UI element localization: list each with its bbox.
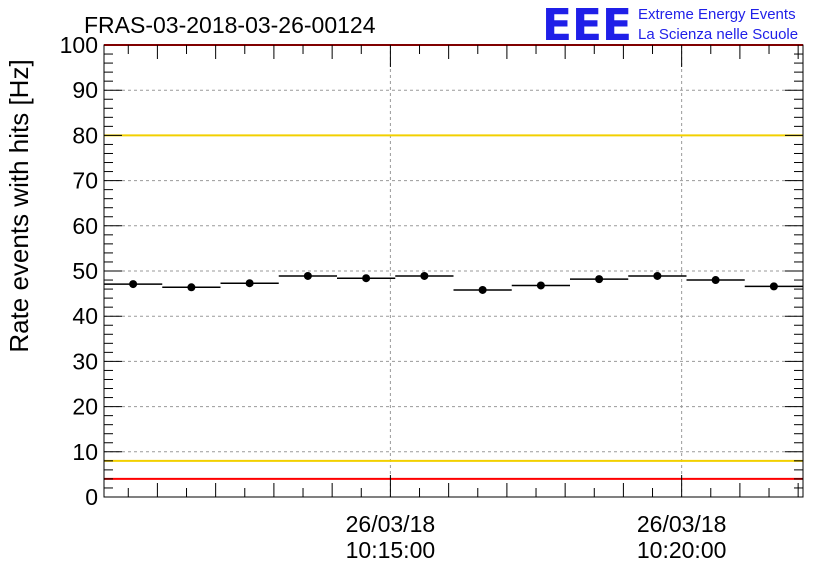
data-point [362,274,371,283]
data-point [129,280,138,289]
y-tick-label: 80 [72,122,98,148]
x-tick-label-date: 26/03/18 [637,511,727,537]
logo-line-2: La Scienza nelle Scuole [638,26,798,43]
data-points [104,271,803,294]
data-point [653,271,662,280]
y-tick-label: 100 [60,32,98,58]
chart-title: FRAS-03-2018-03-26-00124 [84,12,376,38]
y-tick-label: 40 [72,303,98,329]
data-point [595,275,604,284]
data-point [769,282,778,291]
y-tick-label: 50 [72,258,98,284]
y-axis-label: Rate events with hits [Hz] [4,59,34,352]
grid [104,45,803,497]
axis-ticks [104,44,803,498]
data-point [303,271,312,280]
y-tick-label: 10 [72,439,98,465]
x-tick-label-time: 10:15:00 [346,537,436,563]
eee-logo: EEE Extreme Energy Events La Scienza nel… [542,0,798,51]
y-tick-label: 30 [72,348,98,374]
reference-lines [104,44,803,480]
data-point [711,276,720,285]
y-tick-label: 70 [72,168,98,194]
y-tick-label: 20 [72,394,98,420]
x-tick-label-date: 26/03/18 [346,511,436,537]
data-point [478,285,487,294]
data-point [245,279,254,288]
data-point [536,281,545,290]
y-tick-label: 90 [72,77,98,103]
y-tick-label: 60 [72,213,98,239]
data-point [187,283,196,292]
x-tick-label-time: 10:20:00 [637,537,727,563]
data-point [420,271,429,280]
y-tick-label: 0 [85,484,98,510]
logo-mark: EEE [542,0,632,51]
logo-line-1: Extreme Energy Events [638,6,796,23]
tick-labels: 010203040506070809010026/03/1810:15:0026… [60,32,727,563]
